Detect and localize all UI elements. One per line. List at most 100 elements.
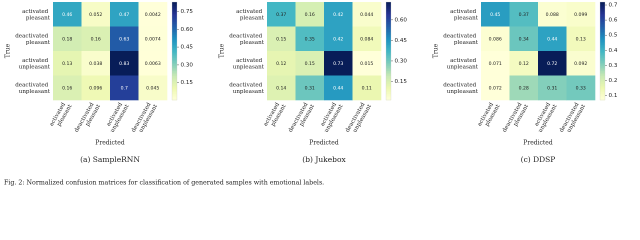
colorbar-segment <box>172 2 177 5</box>
heatmap-cell <box>267 75 296 101</box>
x-axis-label: Predicted <box>309 140 339 147</box>
colorbar-segment <box>172 11 177 14</box>
cell-label: 0.12 <box>519 61 529 67</box>
heatmap-cell <box>81 51 111 76</box>
cell-label: 0.038 <box>89 61 102 67</box>
colorbar-segment <box>600 21 605 24</box>
colorbar-segment <box>172 85 177 88</box>
colorbar-segment <box>172 3 177 6</box>
colorbar-segment <box>600 13 605 16</box>
colorbar-segment <box>386 8 391 11</box>
colorbar-segment <box>386 77 391 80</box>
colorbar-segment <box>600 65 605 68</box>
x-axis-label: Predicted <box>95 140 125 147</box>
colorbar-segment <box>386 41 391 44</box>
heatmap-cell <box>53 51 82 76</box>
cell-label: 0.13 <box>576 36 586 42</box>
cell-label: 0.096 <box>89 85 102 91</box>
colorbar-segment <box>386 2 391 5</box>
cell-label: 0.16 <box>62 85 72 91</box>
colorbar-segment <box>600 34 605 37</box>
colorbar-segment <box>600 39 605 42</box>
colorbar-segment <box>386 26 391 29</box>
colorbar-segment <box>600 95 605 98</box>
colorbar-tick-label: 0.2 <box>609 78 618 84</box>
cell-label: 0.0074 <box>145 36 161 42</box>
heatmap-cell <box>566 51 596 76</box>
colorbar-segment <box>600 3 605 6</box>
colorbar-segment <box>172 24 177 27</box>
colorbar-segment <box>172 86 177 89</box>
colorbar-segment <box>386 36 391 39</box>
colorbar-segment <box>172 78 177 81</box>
colorbar-segment <box>386 47 391 50</box>
cell-label: 0.47 <box>119 12 129 18</box>
heatmap-cell <box>138 26 168 52</box>
colorbar-tick-label: 0.60 <box>395 17 408 23</box>
colorbar-segment <box>600 80 605 83</box>
x-tick-label: activated unpleasant <box>318 99 345 133</box>
cell-label: 0.072 <box>489 85 502 91</box>
panel-title: (b) Jukebox <box>302 155 346 164</box>
colorbar-segment <box>386 55 391 58</box>
x-tick-label: deactivated pleasant <box>73 99 102 136</box>
x-tick-label: activated unpleasant <box>104 99 131 133</box>
colorbar-segment <box>386 65 391 68</box>
cell-label: 0.15 <box>276 36 286 42</box>
colorbar-segment <box>600 85 605 88</box>
heatmap-cell <box>538 2 567 27</box>
heatmap-cell <box>566 2 596 27</box>
colorbar-segment <box>386 46 391 49</box>
colorbar-segment <box>386 3 391 6</box>
colorbar-segment <box>600 93 605 96</box>
colorbar-segment <box>172 33 177 36</box>
colorbar-tick-label: 0.75 <box>181 9 194 15</box>
colorbar-segment <box>600 60 605 63</box>
colorbar-segment <box>600 49 605 52</box>
colorbar-segment <box>172 8 177 11</box>
colorbar-segment <box>172 23 177 26</box>
cell-label: 0.31 <box>547 85 557 91</box>
colorbar-segment <box>172 13 177 16</box>
colorbar-segment <box>386 88 391 91</box>
heatmap-cell <box>138 2 168 27</box>
colorbar-segment <box>172 77 177 80</box>
colorbar-segment <box>386 67 391 70</box>
colorbar-segment <box>386 13 391 16</box>
colorbar-segment <box>386 23 391 26</box>
cell-label: 0.14 <box>276 85 286 91</box>
y-axis-label: True <box>5 43 12 58</box>
cell-label: 0.42 <box>333 12 343 18</box>
colorbar-segment <box>172 18 177 21</box>
cell-label: 0.46 <box>62 12 72 18</box>
colorbar-segment <box>386 82 391 85</box>
cell-label: 0.37 <box>519 12 529 18</box>
heatmap-cell <box>509 51 539 76</box>
colorbar-segment <box>172 70 177 73</box>
colorbar-segment <box>172 64 177 67</box>
colorbar-segment <box>600 5 605 8</box>
panel-title: (c) DDSP <box>521 155 556 164</box>
colorbar-frame <box>171 1 178 101</box>
heatmap-cell <box>267 51 296 76</box>
colorbar-tick-label: 0.4 <box>609 48 618 54</box>
cell-label: 0.16 <box>91 36 101 42</box>
colorbar-segment <box>386 90 391 93</box>
heatmap-cell <box>81 75 111 101</box>
colorbar-segment <box>386 31 391 34</box>
y-tick-label: activated pleasant <box>450 9 479 22</box>
colorbar-segment <box>600 41 605 44</box>
cell-label: 0.0063 <box>145 61 161 67</box>
colorbar-segment <box>600 70 605 73</box>
colorbar-segment <box>172 83 177 86</box>
heatmap-cell <box>352 2 382 27</box>
colorbar-tick-label: 0.3 <box>609 63 618 69</box>
cell-label: 0.7 <box>121 85 128 91</box>
cell-label: 0.44 <box>547 36 557 42</box>
colorbar-segment <box>386 29 391 32</box>
colorbar-segment <box>172 65 177 68</box>
cell-label: 0.099 <box>574 12 587 18</box>
panel-title: (a) SampleRNN <box>80 155 140 164</box>
heatmap-cell <box>538 26 567 52</box>
colorbar-segment <box>600 36 605 39</box>
